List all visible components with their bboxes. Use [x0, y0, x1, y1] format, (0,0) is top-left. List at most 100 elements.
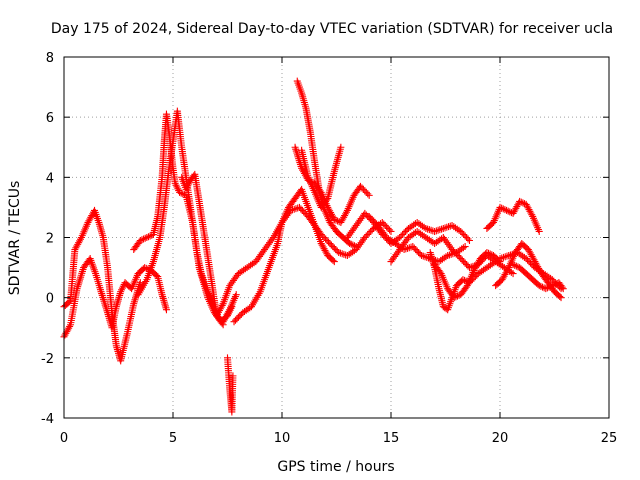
- data-point: [304, 176, 312, 184]
- data-point: [535, 282, 543, 290]
- data-point: [465, 237, 473, 245]
- data-point: [358, 184, 366, 192]
- data-point: [503, 252, 511, 260]
- data-point: [506, 251, 514, 259]
- data-point: [329, 256, 337, 264]
- data-point: [443, 223, 451, 231]
- data-point: [386, 226, 394, 234]
- data-point: [451, 249, 459, 257]
- data-point: [421, 253, 429, 261]
- data-point: [370, 217, 378, 225]
- data-point: [330, 215, 338, 223]
- data-point: [448, 246, 456, 254]
- data-point: [453, 292, 461, 300]
- series-track-4: [134, 107, 236, 326]
- data-point: [537, 282, 545, 290]
- data-point: [233, 315, 241, 323]
- data-point: [441, 224, 449, 232]
- data-point: [402, 245, 410, 253]
- data-point: [218, 301, 226, 309]
- data-point: [461, 243, 469, 251]
- series-track-5: [178, 170, 240, 326]
- data-point: [367, 214, 375, 222]
- data-point: [361, 187, 369, 195]
- data-point: [439, 224, 447, 232]
- data-point: [362, 188, 370, 196]
- data-point: [250, 259, 258, 267]
- data-point: [516, 197, 524, 205]
- data-point: [550, 281, 558, 289]
- data-point: [338, 250, 346, 258]
- data-point: [404, 244, 412, 252]
- x-tick-label: 0: [60, 431, 68, 446]
- data-point: [330, 258, 338, 266]
- data-point: [325, 238, 333, 246]
- data-point: [525, 258, 533, 266]
- data-point: [387, 227, 395, 235]
- data-point: [332, 216, 340, 224]
- series-track-17: [483, 197, 543, 235]
- data-point: [509, 261, 517, 269]
- data-point: [434, 226, 442, 234]
- series-track-6: [224, 354, 237, 416]
- data-point: [465, 264, 473, 272]
- data-point: [66, 322, 74, 330]
- data-point: [77, 235, 85, 243]
- x-tick-label: 10: [274, 431, 291, 446]
- data-point: [457, 255, 465, 263]
- data-point: [547, 282, 555, 290]
- data-point: [361, 234, 369, 241]
- data-point: [446, 222, 454, 230]
- data-point: [438, 225, 446, 233]
- data-point: [367, 227, 375, 235]
- axis-ticks: 0 5 10 15 20 25 -4 -2 0 2 4 6 8: [41, 51, 617, 446]
- data-point: [138, 236, 146, 244]
- series-track-8: [230, 185, 338, 326]
- data-point: [144, 233, 152, 241]
- data-point: [335, 249, 343, 257]
- data-point: [359, 185, 367, 193]
- data-point: [545, 283, 553, 291]
- y-axis-label: SDTVAR / TECUs: [7, 181, 23, 296]
- data-point: [346, 240, 354, 248]
- data-point: [535, 227, 543, 235]
- x-tick-label: 25: [601, 431, 618, 446]
- data-point: [528, 261, 536, 269]
- data-point: [380, 220, 388, 228]
- data-point: [509, 270, 517, 278]
- data-point: [232, 291, 240, 299]
- data-point: [306, 177, 314, 185]
- data-point: [342, 208, 350, 216]
- y-tick-label: 8: [46, 51, 54, 66]
- data-point: [141, 234, 149, 242]
- data-point: [458, 229, 466, 237]
- data-point: [460, 230, 468, 238]
- data-point: [423, 253, 431, 261]
- data-point: [501, 206, 509, 214]
- data-point: [445, 251, 453, 259]
- data-point: [410, 244, 418, 252]
- data-point: [162, 306, 170, 314]
- series-track-2: [60, 206, 144, 365]
- data-point: [396, 234, 404, 241]
- data-point: [419, 252, 427, 260]
- data-point: [505, 252, 513, 260]
- data-point: [368, 215, 376, 223]
- data-point: [361, 209, 369, 217]
- data-point: [452, 250, 460, 258]
- data-point: [327, 241, 335, 249]
- data-point: [384, 224, 392, 232]
- data-point: [347, 240, 355, 248]
- data-point: [297, 205, 305, 213]
- data-point: [179, 190, 187, 198]
- data-point: [498, 254, 506, 262]
- data-point: [452, 293, 460, 301]
- data-point: [362, 211, 370, 219]
- data-point: [504, 265, 512, 273]
- series-track-18: [492, 240, 565, 302]
- data-point: [352, 243, 360, 251]
- data-point: [427, 226, 435, 234]
- data-point: [458, 256, 466, 264]
- data-point: [461, 232, 469, 240]
